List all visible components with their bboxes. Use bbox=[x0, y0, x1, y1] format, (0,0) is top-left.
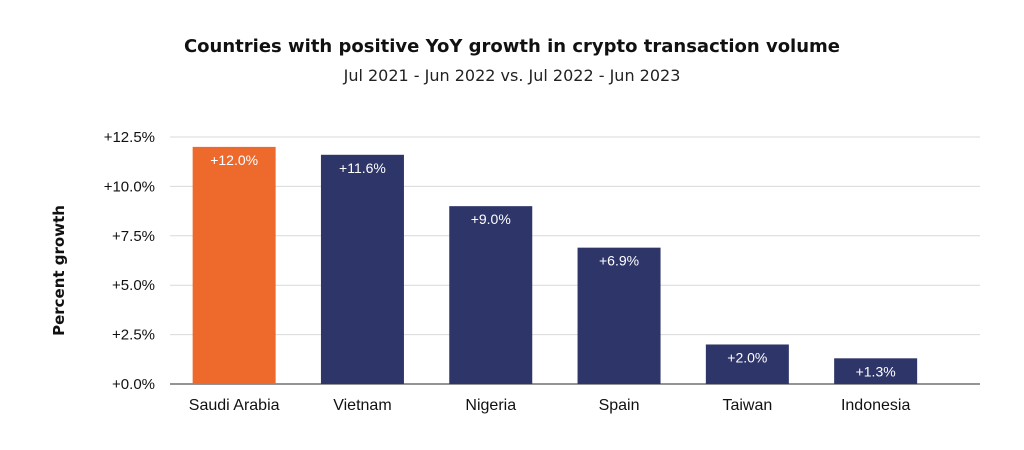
data-label: +12.0% bbox=[210, 152, 258, 168]
y-tick-label: +0.0% bbox=[112, 376, 155, 393]
x-tick-label: Spain bbox=[599, 397, 640, 414]
y-tick-label: +10.0% bbox=[104, 178, 155, 195]
grid-lines bbox=[170, 136, 980, 385]
bar-indonesia bbox=[834, 358, 918, 384]
data-label: +9.0% bbox=[471, 211, 511, 227]
chart-subtitle: Jul 2021 - Jun 2022 vs. Jul 2022 - Jun 2… bbox=[343, 66, 681, 85]
y-tick-label: +12.5% bbox=[104, 129, 155, 146]
bar-vietnam bbox=[320, 154, 404, 384]
bar-taiwan bbox=[705, 344, 789, 384]
data-label: +1.3% bbox=[856, 363, 896, 379]
y-tick-label: +5.0% bbox=[112, 277, 155, 294]
x-tick-label: Taiwan bbox=[722, 397, 772, 414]
bar-nigeria bbox=[449, 206, 533, 384]
y-tick-label: +2.5% bbox=[112, 327, 155, 344]
data-label: +11.6% bbox=[339, 160, 386, 176]
data-labels: +12.0% +11.6% +9.0% +6.9% +2.0% +1.3% bbox=[210, 152, 895, 379]
x-tick-label: Saudi Arabia bbox=[189, 397, 280, 414]
y-tick-label: +7.5% bbox=[112, 228, 155, 245]
x-tick-label: Indonesia bbox=[841, 397, 910, 414]
y-axis-label: Percent growth bbox=[50, 205, 68, 336]
y-axis-ticks: +0.0% +2.5% +5.0% +7.5% +10.0% +12.5% bbox=[104, 129, 155, 393]
bar-spain bbox=[577, 247, 661, 384]
data-label: +2.0% bbox=[727, 349, 767, 365]
data-label: +6.9% bbox=[599, 253, 639, 269]
chart-title: Countries with positive YoY growth in cr… bbox=[183, 36, 841, 57]
x-axis-ticks: Saudi Arabia Vietnam Nigeria Spain Taiwan Ind… bbox=[189, 397, 911, 414]
bar-saudi-arabia bbox=[192, 146, 276, 384]
x-tick-label: Nigeria bbox=[465, 397, 516, 414]
x-tick-label: Vietnam bbox=[333, 397, 391, 414]
bars bbox=[192, 146, 918, 384]
